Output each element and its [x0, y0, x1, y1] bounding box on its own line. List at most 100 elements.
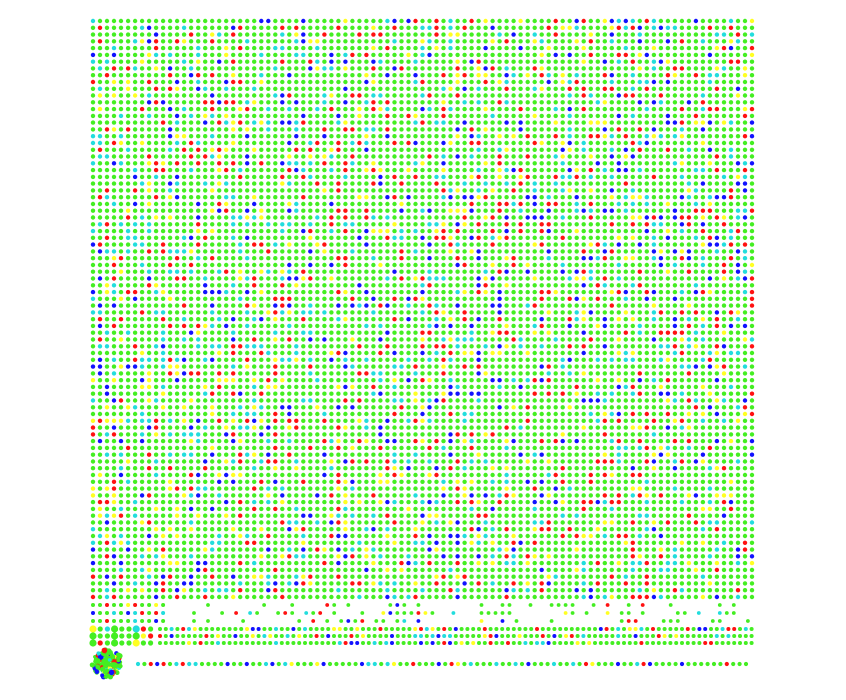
green-dot — [532, 52, 537, 58]
green-dot — [497, 228, 502, 234]
cyan-dot — [462, 337, 467, 342]
green-dot — [700, 25, 706, 30]
green-dot — [574, 262, 579, 268]
red-dot — [728, 310, 734, 315]
yellow-dot — [665, 201, 671, 207]
blue-dot — [616, 167, 621, 173]
green-dot — [532, 344, 537, 349]
green-dot — [364, 154, 369, 159]
green-dot — [749, 188, 755, 193]
green-dot — [132, 269, 138, 274]
red-dot — [371, 66, 376, 71]
yellow-dot — [315, 66, 320, 71]
green-dot — [749, 93, 755, 98]
red-dot — [546, 289, 551, 295]
red-dot — [644, 18, 649, 24]
green-dot — [139, 371, 145, 376]
green-dot — [525, 86, 530, 92]
green-dot — [553, 296, 558, 301]
cyan-dot — [616, 201, 621, 207]
yellow-dot — [532, 113, 537, 119]
green-dot — [672, 39, 678, 44]
cyan-dot — [196, 140, 201, 146]
green-dot — [139, 86, 145, 92]
green-dot — [497, 188, 502, 193]
blue-dot — [448, 323, 453, 329]
cyan-dot — [574, 201, 579, 207]
blue-dot — [111, 161, 117, 166]
green-dot — [644, 188, 649, 193]
green-dot — [371, 222, 376, 227]
green-dot — [224, 127, 229, 132]
green-dot — [637, 154, 642, 159]
green-dot — [637, 59, 642, 64]
green-dot — [707, 66, 713, 71]
green-dot — [125, 201, 131, 207]
green-dot — [574, 106, 579, 112]
green-dot — [153, 25, 159, 30]
green-dot — [357, 350, 362, 356]
cyan-dot — [146, 222, 152, 227]
red-dot — [350, 127, 355, 132]
green-dot — [693, 86, 699, 92]
red-dot — [441, 235, 446, 240]
green-dot — [518, 134, 523, 139]
green-dot — [203, 39, 208, 44]
green-dot — [174, 154, 180, 159]
green-dot — [644, 59, 649, 64]
green-dot — [406, 283, 411, 288]
cyan-dot — [174, 181, 180, 186]
blue-dot — [742, 188, 748, 193]
red-dot — [343, 161, 348, 166]
cyan-dot — [448, 106, 453, 112]
green-dot — [679, 45, 685, 51]
green-dot — [469, 73, 474, 78]
blue-dot — [378, 174, 383, 180]
green-dot — [196, 276, 201, 281]
green-dot — [469, 296, 474, 301]
red-dot — [118, 317, 124, 322]
green-dot — [637, 310, 642, 315]
green-dot — [252, 154, 257, 159]
yellow-dot — [210, 188, 215, 193]
yellow-dot — [574, 39, 579, 44]
green-dot — [294, 66, 299, 71]
green-dot — [455, 167, 460, 173]
cyan-dot — [427, 276, 432, 281]
yellow-dot — [153, 215, 159, 220]
red-dot — [742, 134, 748, 139]
green-dot — [132, 25, 138, 30]
green-dot — [469, 167, 474, 173]
green-dot — [238, 222, 243, 227]
green-dot — [238, 181, 243, 186]
green-dot — [483, 208, 488, 213]
green-dot — [581, 188, 586, 193]
blue-dot — [609, 18, 614, 24]
cyan-dot — [181, 25, 187, 30]
yellow-dot — [616, 317, 621, 322]
green-dot — [609, 317, 614, 322]
cyan-dot — [252, 120, 257, 125]
green-dot — [287, 25, 292, 30]
red-dot — [567, 296, 572, 301]
green-dot — [160, 73, 166, 78]
green-dot — [167, 350, 173, 356]
red-dot — [714, 323, 720, 329]
green-dot — [315, 18, 320, 24]
green-dot — [567, 289, 572, 295]
cyan-dot — [728, 235, 734, 240]
green-dot — [111, 167, 117, 173]
green-dot — [672, 357, 678, 362]
blue-dot — [245, 161, 250, 166]
green-dot — [616, 283, 621, 288]
green-dot — [104, 167, 110, 173]
blue-dot — [252, 201, 257, 207]
green-dot — [455, 364, 460, 369]
red-dot — [231, 344, 236, 349]
green-dot — [469, 242, 474, 247]
green-dot — [252, 32, 257, 37]
green-dot — [336, 79, 341, 85]
yellow-dot — [742, 337, 748, 342]
green-dot — [406, 100, 411, 105]
green-dot — [266, 276, 271, 281]
